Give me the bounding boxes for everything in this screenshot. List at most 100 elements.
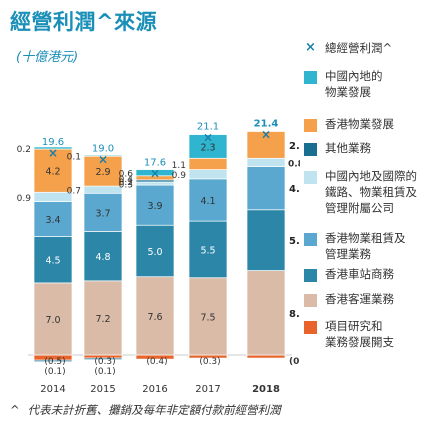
data-label: 4.2	[45, 167, 60, 178]
bar-segment	[135, 181, 175, 186]
data-label: 7.5	[200, 312, 215, 323]
bar-segment	[83, 280, 123, 356]
data-label: 5.5	[200, 245, 215, 256]
data-label: 4.8	[95, 252, 110, 263]
x-tick-label: 2014	[40, 384, 65, 395]
data-label: (0.1)	[94, 367, 115, 377]
legend-marker: ×	[305, 40, 316, 55]
legend-label: 中國內地及國際的 鐵路、物業租賃及 管理附屬公司	[325, 169, 417, 215]
data-label: 4.2	[289, 184, 300, 195]
data-label: 8.2	[289, 309, 300, 320]
data-label: (0.5)	[44, 357, 65, 367]
bar-segment	[246, 157, 286, 167]
footnote-text: 代表未計折舊、攤銷及每年非定額付款前經營利潤	[27, 403, 281, 417]
bar-segment	[135, 169, 175, 177]
bar-segment	[33, 201, 73, 237]
total-marker: ×	[48, 146, 58, 160]
legend-label: 香港物業發展	[325, 117, 394, 131]
legend-swatch	[304, 143, 317, 156]
data-label: 2.6	[289, 141, 300, 152]
total-marker: ×	[150, 167, 160, 181]
bar-segment	[188, 169, 228, 180]
legend-swatch	[304, 269, 317, 282]
total-marker: ×	[203, 131, 213, 145]
legend-label: 香港物業租賃及 管理業務	[325, 231, 406, 261]
data-label: 7.0	[45, 315, 60, 326]
x-tick-label: 2015	[90, 384, 115, 395]
bar-segment	[188, 134, 228, 159]
data-label: 5.0	[147, 247, 162, 258]
total-label: 21.1	[197, 122, 219, 133]
legend-swatch	[304, 294, 317, 307]
data-label: 0.8	[288, 159, 300, 169]
legend-label: 其他業務	[325, 141, 371, 155]
legend-swatch	[304, 119, 317, 132]
bar-segment	[188, 277, 228, 356]
bar-segment	[135, 224, 175, 278]
footnote: ^ 代表未計折舊、攤銷及每年非定額付款前經營利潤	[10, 402, 281, 418]
bar-segment	[83, 357, 123, 360]
legend-item: 香港車站商務	[304, 266, 394, 282]
data-label: (0.1)	[44, 367, 65, 377]
chart-title: 經營利潤^來源	[10, 10, 158, 34]
bar-segment	[188, 220, 228, 279]
data-label: (0.3)	[199, 357, 220, 367]
legend-item: 香港物業租賃及 管理業務	[304, 230, 406, 262]
bar-segment	[246, 209, 286, 271]
data-label: 0.4	[119, 175, 134, 185]
data-label: 3.4	[45, 215, 60, 226]
data-label: 3.9	[147, 201, 162, 212]
data-label: (0.3)	[94, 357, 115, 367]
bar-segment	[83, 192, 123, 232]
data-label: (0.4)	[146, 357, 167, 367]
bar-segment	[83, 155, 123, 187]
legend-swatch	[304, 233, 317, 246]
legend-item: 中國內地的 物業發展	[304, 68, 383, 100]
x-tick-label: 2016	[142, 384, 167, 395]
bar-segment	[246, 131, 286, 159]
total-label: 19.0	[92, 143, 114, 154]
footnote-mark: ^	[10, 403, 20, 417]
x-tick-label: 2018	[252, 384, 280, 395]
data-label: 4.5	[45, 256, 60, 267]
bar-segment	[135, 184, 175, 226]
total-marker: ×	[261, 128, 271, 142]
legend-item: 其他業務	[304, 140, 371, 156]
data-label: 0.3	[119, 181, 133, 191]
x-tick-label: 2017	[195, 384, 220, 395]
data-label: 4.1	[200, 196, 215, 207]
data-label: 0.9	[172, 171, 187, 181]
legend-swatch	[304, 171, 317, 184]
bar-segment	[83, 185, 123, 194]
legend-label: 項目研究和 業務發展開支	[325, 319, 394, 349]
bar-segment	[33, 148, 73, 193]
data-label: 0.2	[119, 178, 133, 188]
legend-label: 香港客運業務	[325, 292, 394, 306]
bar-segment	[188, 157, 228, 170]
data-label: 5.9	[289, 236, 300, 247]
data-label: 7.6	[147, 312, 162, 323]
bar-segment	[246, 270, 286, 356]
bar-segment	[33, 359, 73, 362]
data-label: 1.1	[172, 161, 186, 171]
bar-segment	[188, 178, 228, 222]
total-label: 17.6	[144, 158, 166, 169]
bar-segment	[83, 231, 123, 282]
legend-item: 香港物業發展	[304, 116, 394, 132]
legend-label: 香港車站商務	[325, 267, 394, 281]
bar-segment	[83, 154, 123, 157]
bar-segment	[246, 354, 286, 359]
total-marker: ×	[98, 152, 108, 166]
legend-item: 香港客運業務	[304, 291, 394, 307]
data-label: 0.6	[119, 170, 134, 180]
legend-item: 中國內地及國際的 鐵路、物業租賃及 管理附屬公司	[304, 168, 417, 216]
data-label: (0.3)	[289, 357, 300, 367]
bar-segment	[33, 146, 73, 150]
bar-segment	[246, 166, 286, 211]
data-label: 0.7	[67, 187, 81, 197]
legend-label: 總經營利潤^	[325, 41, 393, 55]
legend-item: × 總經營利潤^	[304, 40, 392, 56]
data-label: 0.9	[17, 194, 32, 204]
data-label: 2.9	[95, 167, 110, 178]
data-label: 7.2	[95, 314, 110, 325]
